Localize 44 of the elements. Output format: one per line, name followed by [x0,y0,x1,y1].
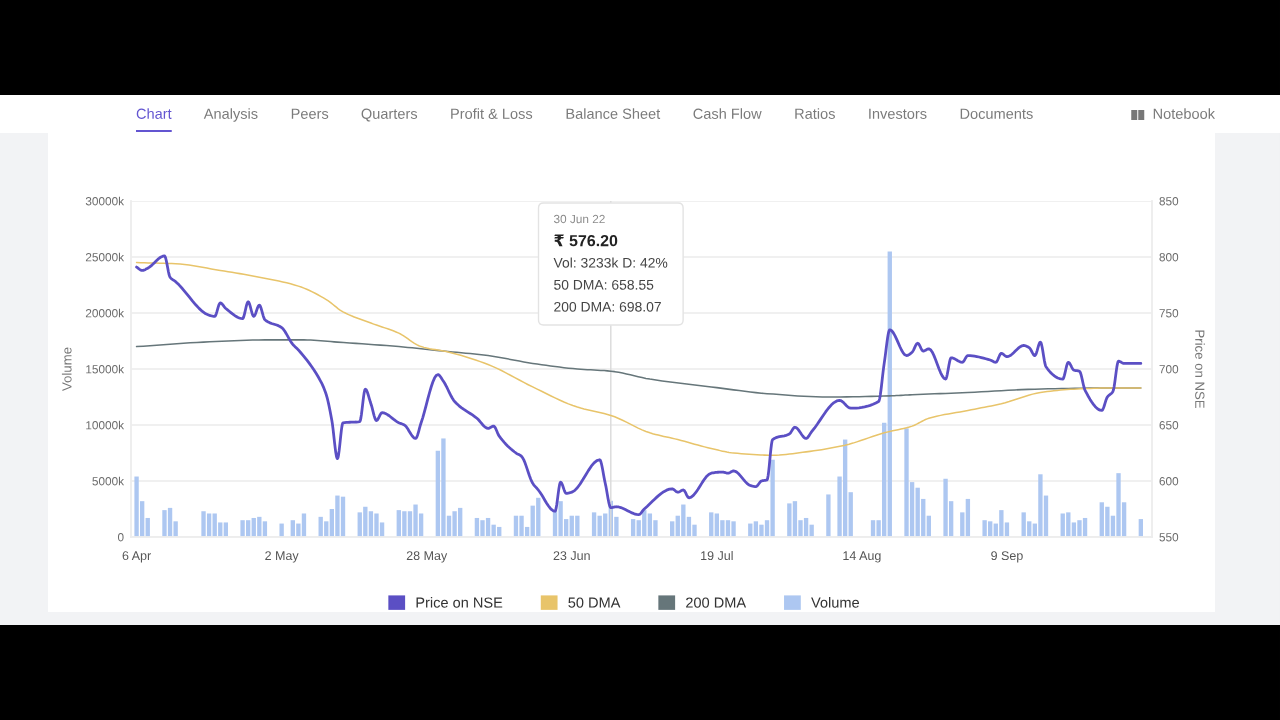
annotation: 30 Jun 22 ₹ 576.20 Vol: 3233k D: 42% 50 DMA: 658.55 200 DMA: 698.07 [553,214,668,312]
y2-tick-label: 600 [1159,477,1179,486]
text: Cash Flow [693,108,762,119]
x-tick-label: 28 May [406,551,448,563]
y2-tick-label: 700 [1159,365,1179,374]
bar [709,512,714,537]
text: Profit & Loss [451,108,533,119]
x-tick-label: 2 May [265,551,299,563]
text: Chart [136,108,172,119]
y2-axis-title: Price on NSE [1195,330,1205,409]
text: Quarters [361,108,418,122]
legend-label: Volume [811,597,860,608]
y2-tick-label: 850 [1159,197,1179,206]
x-tick-label: 23 Jun [553,551,590,561]
y-tick-label: 15000k [86,364,125,374]
text: Documents [960,108,1033,119]
x-tick-label: 9 Sep [991,551,1023,563]
bar [960,512,965,537]
text: Ratios [795,108,835,119]
bar [848,492,853,537]
y-tick-label: 0 [117,533,124,542]
legend-label: 200 DMA [686,597,747,608]
bar [826,494,831,537]
y-tick-label: 25000k [85,252,125,262]
x-tick-label: 19 Jul [701,550,733,561]
text: Analysis [203,108,258,122]
y2-tick-label: 550 [1159,533,1179,542]
y2-tick-label: 650 [1159,421,1179,430]
x-tick-label: 6 Apr [122,551,151,563]
text: Peers [291,108,329,119]
y-tick-label: 30000k [85,196,125,206]
text: Investors [869,108,927,119]
text: Notebook [1153,108,1216,119]
y-tick-label: 5000k [92,476,125,486]
x-tick-label: 14 Aug [843,551,881,563]
y-axis-title: Volume [61,347,72,391]
y2-tick-label: 750 [1159,309,1179,318]
text: Balance Sheet [566,108,661,119]
legend-label: Price on NSE [416,597,503,608]
legend-label: 50 DMA [568,597,621,608]
y2-tick-label: 800 [1159,253,1179,262]
y-tick-label: 10000k [86,420,125,430]
y-tick-label: 20000k [85,308,125,318]
bar [279,523,284,537]
